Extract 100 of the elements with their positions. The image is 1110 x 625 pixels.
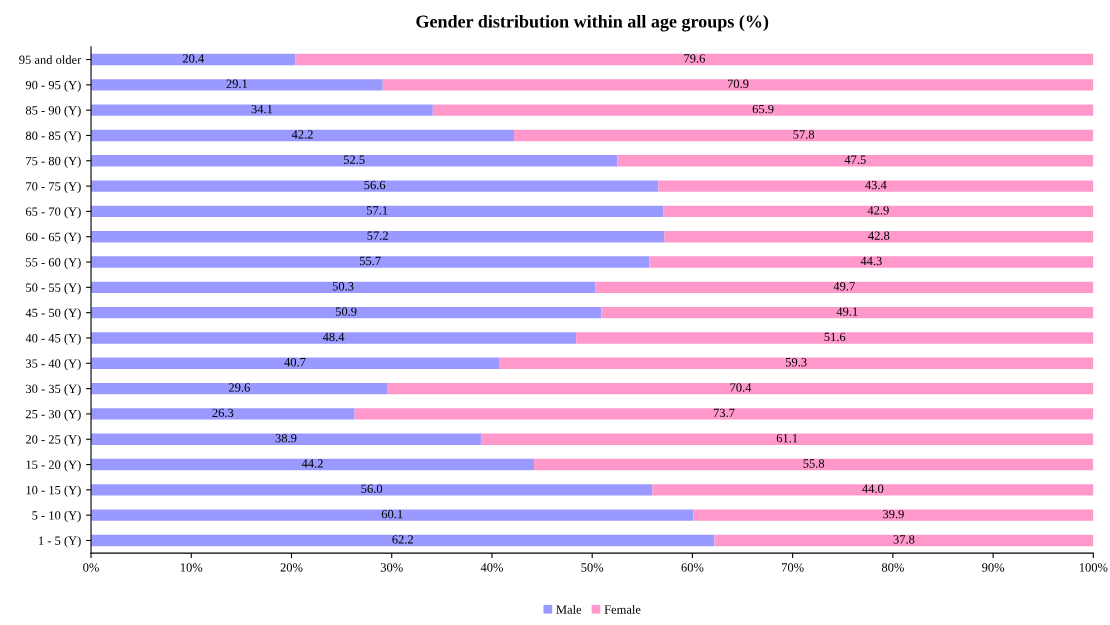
- bar: [658, 180, 1094, 192]
- bar: [91, 509, 694, 521]
- data-label: 39.9: [883, 509, 904, 519]
- y-tick-label: 80 - 85 (Y): [25, 131, 81, 143]
- y-tick-label: 45 - 50 (Y): [25, 308, 81, 320]
- bar: [91, 281, 596, 294]
- x-tick-label: 20%: [280, 563, 303, 572]
- data-label: 73.7: [713, 408, 735, 418]
- bar: [693, 509, 1094, 521]
- bar: [91, 79, 383, 91]
- y-tick-label: 15 - 20 (Y): [26, 460, 81, 472]
- data-label: 52.5: [343, 155, 365, 164]
- bar: [387, 382, 1094, 395]
- data-label: 55.7: [359, 256, 381, 266]
- bar: [91, 484, 653, 496]
- y-tick-label: 50 - 55 (Y): [26, 283, 81, 295]
- y-tick-label: 40 - 45 (Y): [25, 333, 81, 345]
- bar: [663, 205, 1094, 218]
- bar: [91, 458, 535, 471]
- bar: [91, 306, 602, 319]
- bar: [91, 332, 577, 344]
- x-tick-label: 90%: [982, 563, 1005, 572]
- x-tick-label: 80%: [881, 563, 904, 572]
- bar: [534, 458, 1094, 471]
- bar: [91, 231, 665, 243]
- bar: [601, 306, 1094, 319]
- bar: [652, 484, 1094, 496]
- legend-label: Male: [556, 604, 582, 614]
- y-tick-label: 1 - 5 (Y): [39, 536, 81, 548]
- data-label: 50.9: [335, 307, 357, 316]
- data-label: 20.4: [182, 54, 204, 63]
- y-tick-label: 55 - 60 (Y): [26, 257, 81, 270]
- x-tick-label: 50%: [581, 563, 604, 572]
- data-label: 48.4: [322, 332, 345, 342]
- bar: [91, 382, 388, 395]
- x-tick-label: 100%: [1079, 563, 1108, 572]
- data-label: 29.1: [226, 79, 248, 89]
- data-label: 60.1: [381, 509, 403, 519]
- data-label: 51.6: [824, 332, 846, 342]
- data-label: 49.1: [836, 307, 858, 316]
- data-label: 38.9: [275, 433, 297, 443]
- y-tick-label: 60 - 65 (Y): [25, 232, 81, 244]
- data-label: 42.9: [867, 206, 889, 215]
- data-label: 62.2: [392, 535, 413, 544]
- data-label: 57.8: [793, 130, 815, 139]
- legend-label: Female: [604, 604, 641, 614]
- bar: [91, 129, 514, 142]
- data-label: 49.7: [833, 282, 855, 291]
- x-tick-label: 0%: [83, 563, 99, 572]
- data-label: 56.0: [361, 484, 383, 494]
- bar: [354, 408, 1094, 420]
- bar: [649, 256, 1094, 268]
- y-tick-label: 5 - 10 (Y): [32, 510, 81, 523]
- bar: [432, 104, 1094, 116]
- bar: [498, 357, 1094, 369]
- bar: [576, 332, 1094, 344]
- bar: [91, 205, 664, 218]
- data-label: 79.6: [684, 54, 705, 63]
- data-label: 47.5: [844, 155, 866, 164]
- y-tick-label: 35 - 40 (Y): [26, 358, 81, 371]
- data-label: 42.8: [868, 231, 890, 240]
- y-tick-label: 75 - 80 (Y): [26, 156, 81, 168]
- data-label: 70.4: [730, 383, 752, 392]
- x-tick-label: 40%: [480, 563, 503, 572]
- data-label: 37.8: [893, 535, 915, 544]
- data-label: 57.1: [366, 206, 388, 215]
- bar: [714, 534, 1094, 547]
- x-tick-label: 10%: [180, 563, 203, 572]
- data-label: 44.3: [860, 256, 882, 266]
- bar: [295, 53, 1094, 66]
- bar: [91, 104, 433, 116]
- y-tick-label: 20 - 25 (Y): [25, 434, 81, 447]
- bar: [91, 256, 650, 268]
- bar: [91, 408, 355, 420]
- data-label: 55.8: [803, 459, 825, 468]
- data-label: 56.6: [364, 180, 386, 190]
- data-label: 29.6: [228, 383, 250, 392]
- x-tick-label: 60%: [681, 563, 704, 572]
- bar: [91, 534, 715, 547]
- bar: [382, 79, 1094, 91]
- data-label: 57.2: [367, 231, 388, 240]
- bar: [91, 357, 499, 369]
- bar: [617, 155, 1094, 167]
- data-label: 61.1: [776, 433, 798, 443]
- y-tick-label: 25 - 30 (Y): [25, 409, 81, 421]
- chart-title: Gender distribution within all age groups (%): [416, 14, 769, 32]
- data-label: 34.1: [251, 104, 273, 114]
- data-label: 65.9: [752, 104, 774, 114]
- y-tick-label: 95 and older: [19, 55, 82, 64]
- x-tick-label: 70%: [782, 563, 804, 572]
- y-tick-label: 30 - 35 (Y): [26, 384, 81, 396]
- y-tick-label: 85 - 90 (Y): [25, 105, 81, 118]
- data-label: 70.9: [727, 79, 749, 89]
- bar: [664, 231, 1094, 243]
- y-tick-label: 70 - 75 (Y): [26, 181, 81, 194]
- bar: [91, 53, 296, 66]
- data-label: 44.2: [301, 459, 323, 468]
- y-tick-label: 90 - 95 (Y): [25, 80, 81, 92]
- data-label: 59.3: [785, 358, 807, 367]
- data-label: 42.2: [291, 130, 313, 139]
